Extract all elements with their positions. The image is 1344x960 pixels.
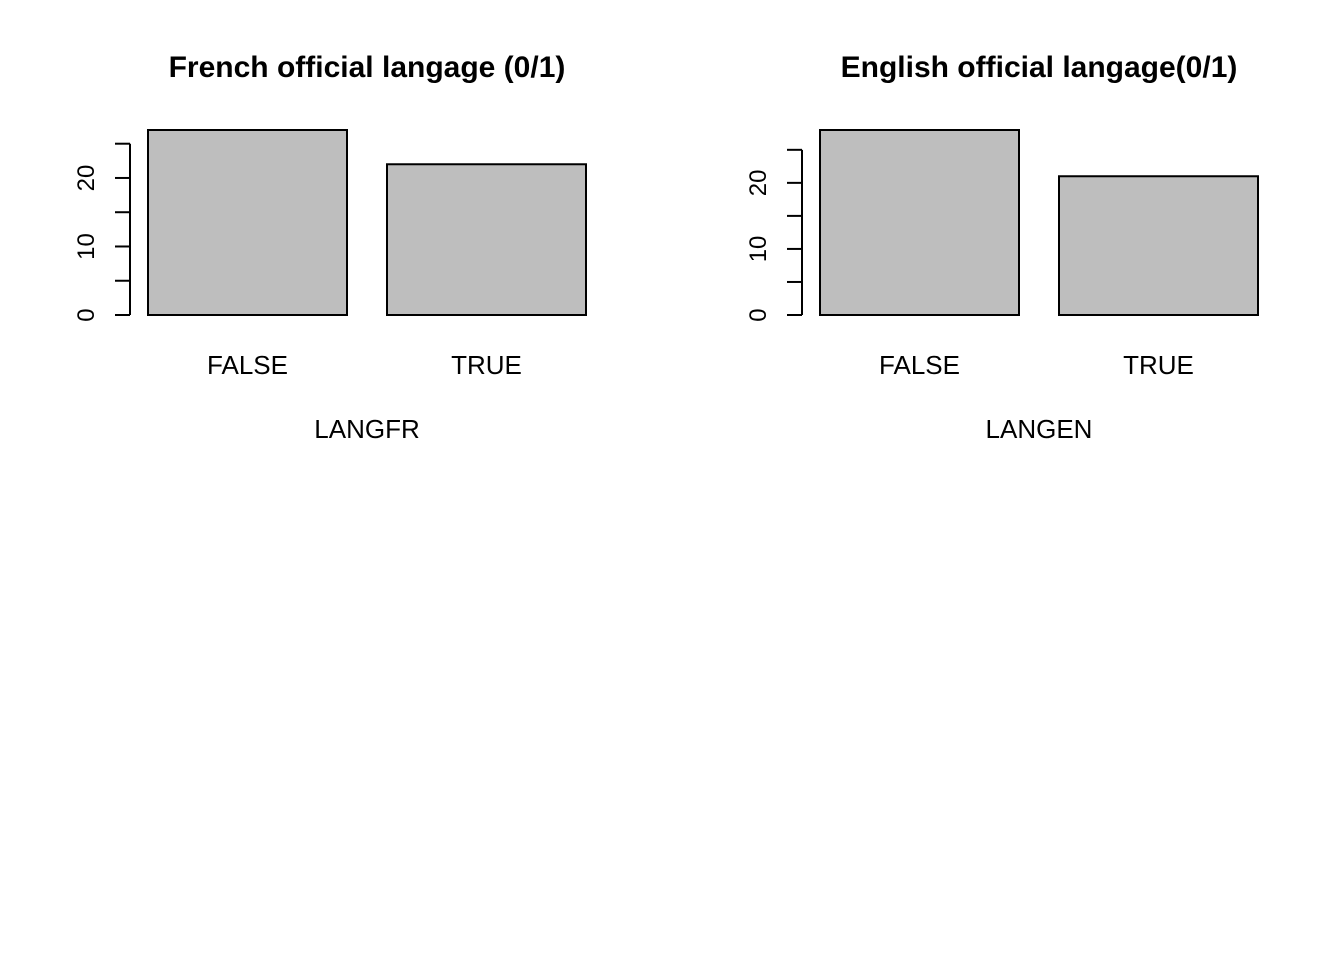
- y-tick-label: 10: [73, 233, 100, 260]
- bar-true: [1058, 175, 1259, 316]
- chart-panel-french: French official langage (0/1) FALSE TRUE …: [73, 51, 587, 444]
- chart-panel-english: English official langage(0/1) FALSE TRUE …: [745, 51, 1259, 444]
- y-tick-label: 20: [745, 170, 772, 197]
- chart-title: French official langage (0/1): [169, 51, 566, 84]
- y-tick-label: 0: [745, 308, 772, 321]
- y-tick-label: 20: [73, 165, 100, 192]
- x-axis-label: LANGFR: [314, 414, 419, 444]
- bar-false: [147, 129, 348, 316]
- y-tick-label: 10: [745, 236, 772, 263]
- y-axis: 0 10 20: [73, 142, 131, 322]
- category-label: TRUE: [1123, 350, 1194, 380]
- y-axis: 0 10 20: [745, 148, 803, 322]
- bar-group: FALSE TRUE: [819, 129, 1259, 380]
- bar-true: [386, 163, 587, 316]
- category-label: FALSE: [207, 350, 288, 380]
- category-label: FALSE: [879, 350, 960, 380]
- category-label: TRUE: [451, 350, 522, 380]
- bar-false: [819, 129, 1020, 316]
- y-tick-label: 0: [73, 308, 100, 321]
- x-axis-label: LANGEN: [986, 414, 1093, 444]
- chart-title: English official langage(0/1): [841, 51, 1238, 84]
- bar-group: FALSE TRUE: [147, 129, 587, 380]
